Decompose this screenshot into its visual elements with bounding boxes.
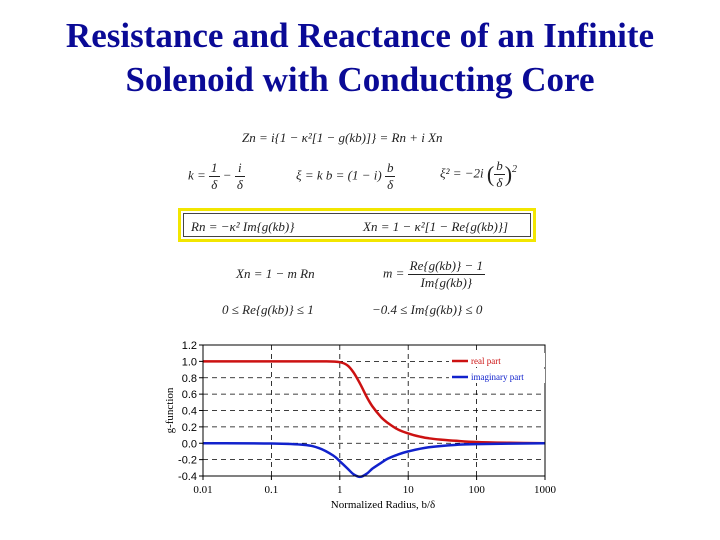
legend-label: imaginary part <box>471 372 524 382</box>
series-line-real-part <box>202 360 546 445</box>
resistance-equation: Rn = −κ² Im{g(kb)} <box>191 219 295 234</box>
xi-frac-num: b <box>384 160 396 177</box>
y-tick-label: 0.2 <box>182 422 197 434</box>
xi2-fraction: b δ <box>494 158 505 191</box>
legend-layer: real part imaginary part <box>449 353 545 383</box>
k-frac1-den: δ <box>211 177 218 192</box>
k-minus: − <box>222 167 232 183</box>
k-lhs: k = <box>188 167 206 183</box>
y-tick-label: 0.8 <box>182 373 197 385</box>
k-fraction-1: 1 δ <box>209 160 220 193</box>
y-tick-label: 0.4 <box>182 406 197 418</box>
xi2-frac-num: b <box>494 158 505 175</box>
xi-frac-den: δ <box>387 177 394 192</box>
y-tick-label: 1.2 <box>182 340 197 352</box>
reactance-equation: Xn = 1 − κ²[1 − Re{g(kb)}] <box>363 219 509 234</box>
m-lhs: m = <box>383 265 405 281</box>
xi-lhs: ξ = k b = (1 − i) <box>296 167 382 183</box>
k-frac2-num: i <box>234 160 245 177</box>
y-tick-label: 0.0 <box>182 438 197 450</box>
m-num: Re{g(kb)} − 1 <box>407 258 485 275</box>
legend-bg <box>449 369 545 383</box>
curve-layer <box>202 360 546 479</box>
title-line-1: Resistance and Reactance of an Infinite <box>65 16 655 55</box>
equation-box-border <box>183 213 531 237</box>
x-tick-label: 0.01 <box>193 484 212 496</box>
grid-layer <box>203 345 545 476</box>
axis-layer: -0.4 -0.2 0.0 0.2 0.4 0.6 0.8 1.0 1.2 0.01 0.1 1 10 1… <box>164 340 557 511</box>
y-tick-label: 1.0 <box>182 356 197 368</box>
imaginary-bound: −0.4 ≤ Im{g(kb)} ≤ 0 <box>372 302 483 317</box>
right-paren: ) <box>504 161 513 187</box>
xi2-frac-den: δ <box>496 175 503 190</box>
slide-title: Resistance and Reactance of an Infinite … <box>0 14 720 102</box>
k-definition: k = 1 δ − i δ <box>188 160 245 193</box>
xi-squared-definition: ξ² = −2i ( b δ )2 <box>440 158 517 191</box>
y-tick-label: -0.4 <box>178 471 197 483</box>
legend-label: real part <box>471 356 501 366</box>
y-tick-label: 0.6 <box>182 389 197 401</box>
left-paren: ( <box>486 161 495 187</box>
xi2-power: 2 <box>512 164 518 176</box>
k-frac1-num: 1 <box>209 160 220 177</box>
x-tick-label: 0.1 <box>265 484 279 496</box>
k-fraction-2: i δ <box>234 160 245 193</box>
xi-fraction: b δ <box>384 160 396 193</box>
y-axis-label: g-function <box>164 387 176 433</box>
x-axis-label: Normalized Radius, b/δ <box>331 499 435 511</box>
xn-m-relation: Xn = 1 − m Rn <box>236 266 315 281</box>
m-fraction: Re{g(kb)} − 1 Im{g(kb)} <box>407 258 485 291</box>
highlighted-equation-box: Rn = −κ² Im{g(kb)} Xn = 1 − κ²[1 − Re{g(… <box>178 208 536 242</box>
x-tick-label: 1 <box>337 484 343 496</box>
m-den: Im{g(kb)} <box>420 275 473 290</box>
xi2-lhs: ξ² = −2i <box>440 165 484 181</box>
xi-definition: ξ = k b = (1 − i) b δ <box>296 160 396 193</box>
x-tick-label: 1000 <box>534 484 557 496</box>
series-line-imaginary-part <box>202 442 546 479</box>
real-bound: 0 ≤ Re{g(kb)} ≤ 1 <box>222 302 314 317</box>
m-definition: m = Re{g(kb)} − 1 Im{g(kb)} <box>383 258 485 291</box>
k-frac2-den: δ <box>236 177 243 192</box>
x-tick-label: 10 <box>403 484 415 496</box>
title-line-2: Solenoid with Conducting Core <box>125 60 595 99</box>
y-tick-label: -0.2 <box>178 455 197 467</box>
impedance-equation: Zn = i{1 − κ²[1 − g(kb)]} = Rn + i Xn <box>242 130 443 145</box>
x-tick-label: 100 <box>468 484 485 496</box>
legend-bg <box>449 353 545 367</box>
